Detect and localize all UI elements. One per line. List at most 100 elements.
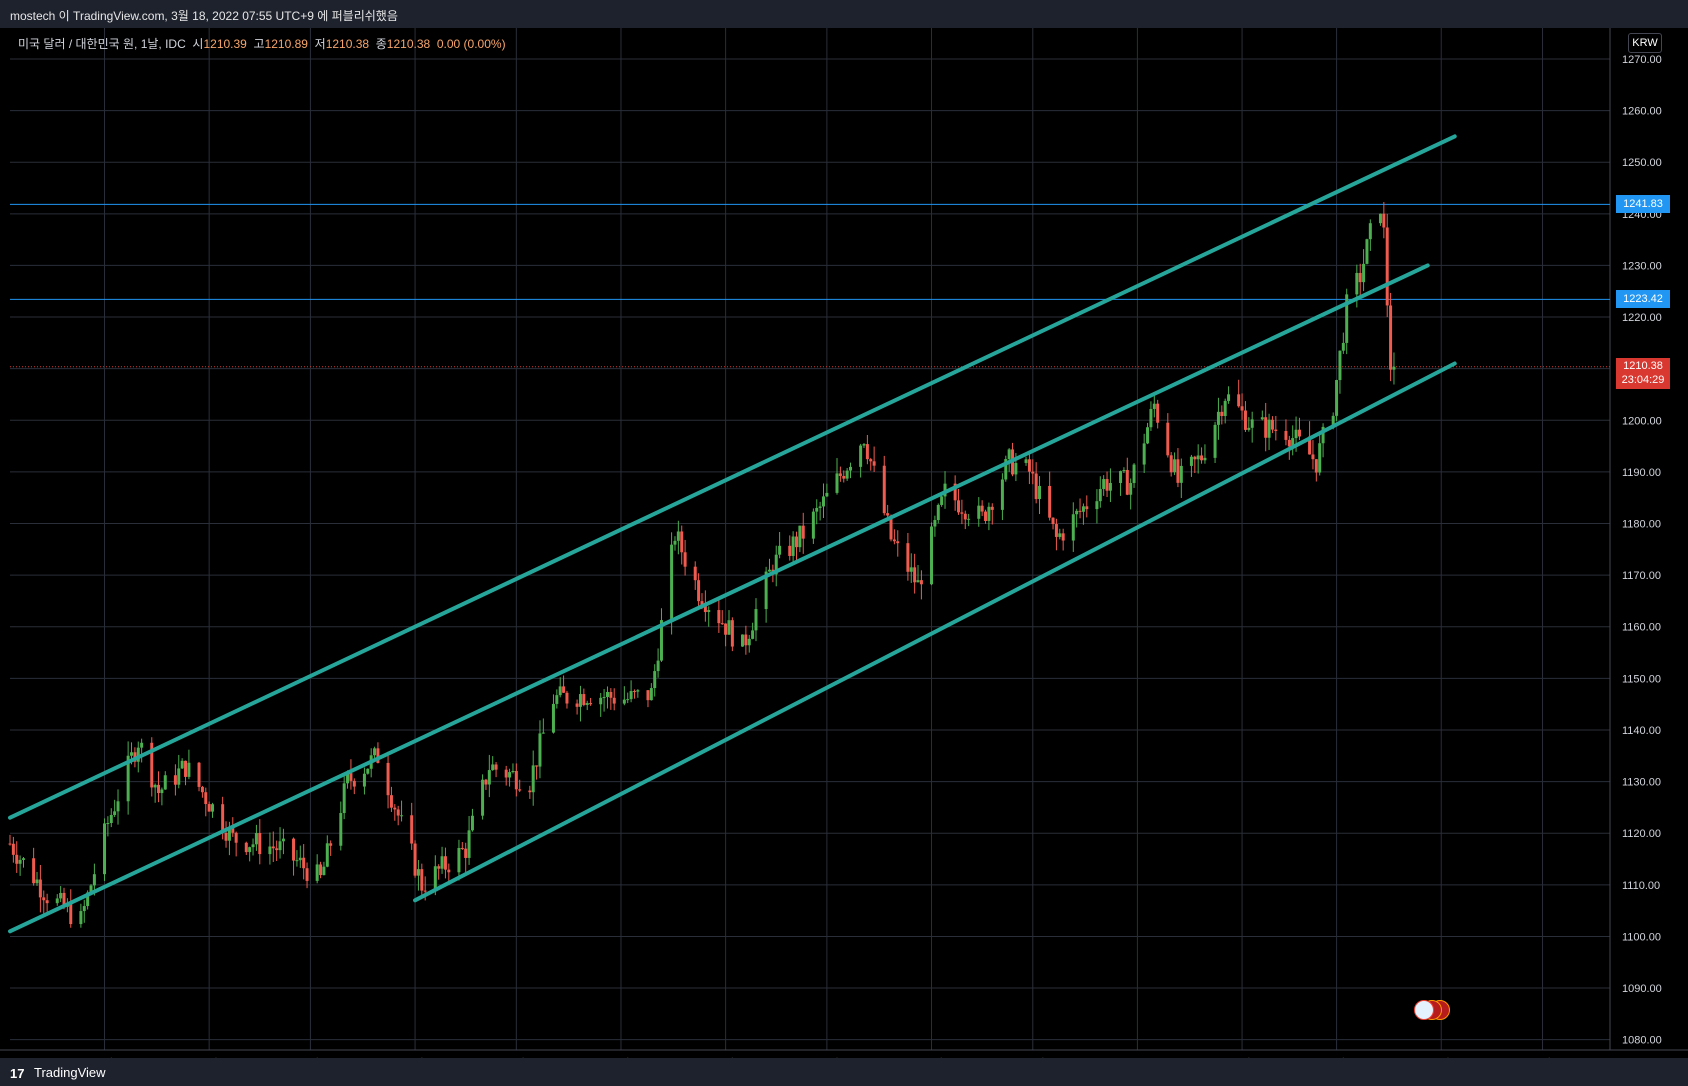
candle-up [859,445,863,467]
candle-down [535,765,539,767]
candle-up [751,630,755,639]
candle-up [362,773,366,787]
candle-down [842,475,846,479]
y-tick-label: 1150.00 [1622,673,1661,685]
candle-down [1274,429,1278,431]
candle-up [764,571,768,610]
candle-up [140,742,144,748]
candle-down [484,779,488,785]
candle-up [325,843,329,867]
price-chart[interactable]: 1080.00 1090.00 1100.00 1110.00 1120.00 1130.… [0,28,1688,1058]
candle-up [268,846,272,855]
candle-up [59,892,63,899]
last-price-value: 1210.38 [1623,359,1663,372]
candle-up [818,506,822,508]
candle-up [558,686,562,696]
candle-up [1247,427,1251,430]
candle-up [825,492,829,497]
candle-up [747,638,751,646]
x-tick-label: 4월 [1432,1057,1450,1058]
candle-down [389,795,393,808]
high-value: 1210.89 [264,37,308,51]
candle-down [420,869,424,891]
candle-up [1203,457,1207,461]
candle-up [791,536,795,556]
channel-line-middle [8,263,1430,934]
candle-down [376,748,380,763]
candle-up [163,775,167,790]
candle-down [730,620,734,647]
candle-up [740,634,744,647]
candle-down [443,856,447,870]
candle-up [116,801,120,812]
candle-down [1284,430,1288,440]
currency-button[interactable]: KRW [1628,33,1662,53]
y-tick-label: 1250.00 [1622,157,1662,169]
candle-up [933,520,937,527]
candle-up [86,892,90,907]
candle-down [632,691,636,693]
candle-down [32,858,36,884]
candle-down [646,690,650,701]
x-tick-label: 10월 [815,1057,839,1058]
candle-down [38,879,42,898]
candle-up [1098,489,1102,502]
candle-down [1358,272,1362,283]
candle-up [811,511,815,539]
channel-line-upper [8,134,1457,820]
candle-up [1179,465,1183,483]
candle-up [1260,417,1264,420]
candle-down [683,552,687,567]
candle-up [578,694,582,707]
candle-up [487,770,491,785]
candle-down [173,775,177,785]
candle-up [440,856,444,869]
x-tick-label: 4월 [200,1057,218,1058]
candle-up [103,823,107,875]
candle-up [18,859,22,864]
y-tick-label: 1100.00 [1622,931,1661,943]
candle-up [622,699,626,704]
candle-down [984,511,988,521]
candle-up [670,544,674,621]
candle-up [541,732,545,734]
candle-up [1392,366,1396,370]
candle-down [1156,403,1160,423]
candle-down [1193,456,1197,460]
candle-up [251,844,255,848]
x-tick-label: 12월 [1021,1057,1045,1058]
candle-down [693,566,697,581]
candle-up [1152,403,1156,409]
candle-up [1024,459,1028,463]
candle-down [1061,533,1065,541]
candle-up [1318,443,1322,473]
candle-up [366,768,370,774]
x-tick-label: 3월 [96,1057,114,1058]
candle-down [1382,213,1386,228]
close-value: 1210.38 [386,37,431,51]
candle-down [865,444,869,460]
candle-down [1031,471,1035,474]
close-label: 종 [375,37,387,51]
candle-down [1085,506,1089,510]
candle-up [211,804,215,812]
y-tick-label: 1180.00 [1622,519,1661,531]
candle-up [1321,426,1325,444]
candle-up [1331,415,1335,427]
candle-up [281,838,285,842]
candle-down [302,857,306,869]
candle-down [305,868,309,881]
candle-up [136,747,140,762]
candle-up [481,779,485,816]
candle-down [413,843,417,876]
candle-up [676,531,680,541]
candle-down [271,846,275,849]
candle-down [1220,411,1224,417]
candle-down [1308,436,1312,455]
economic-events-badge[interactable] [1414,1000,1450,1020]
x-tick-label: 7월 [507,1057,525,1058]
x-tick-label: 2022 [1124,1057,1151,1058]
candle-down [69,903,73,925]
candle-up [940,496,944,505]
candle-up [1267,419,1271,438]
